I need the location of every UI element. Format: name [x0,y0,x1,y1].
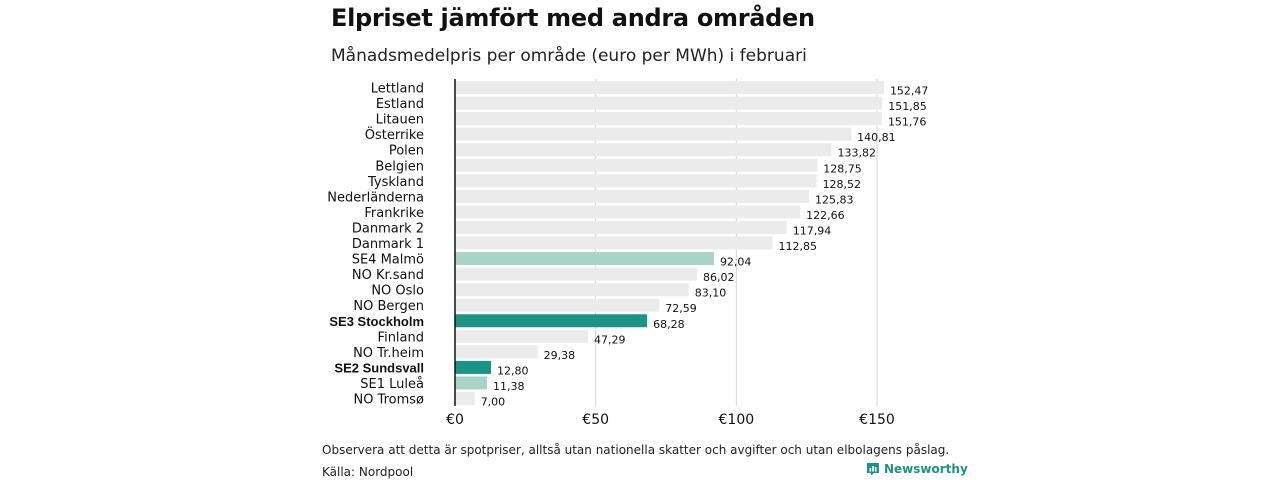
category-label: SE1 Luleå [360,377,424,392]
x-tick-label: €50 [582,412,609,428]
chart-title: Elpriset jämfört med andra områden [331,4,815,32]
data-label: 68,28 [653,318,685,331]
data-label: 140,81 [857,131,896,144]
bar [455,314,648,328]
category-label: SE3 Stockholm [329,314,424,329]
x-tick-label: €100 [719,412,755,428]
data-label: 128,52 [823,178,862,191]
bar [455,283,689,297]
x-tick-label: €150 [859,412,895,428]
bar [455,127,852,141]
newsworthy-logo-icon [867,463,879,476]
brand-logo: Newsworthy [866,462,968,476]
x-tick-label: €0 [446,412,464,428]
data-label: 11,38 [493,380,525,393]
category-label: SE4 Malmö [352,253,424,268]
data-label: 125,83 [815,193,854,206]
bar-chart: €0 €50 €100 €150 Lettland 152,47 Estland 151,85… [327,79,929,428]
category-label: Finland [378,330,424,345]
data-label: 112,85 [778,240,817,253]
category-label: Nederländerna [327,190,424,205]
category-label: Danmark 2 [352,221,424,236]
bar [455,112,882,126]
data-label: 122,66 [806,209,845,222]
bar [455,360,492,374]
bar [455,81,884,94]
category-label: Estland [376,97,424,112]
data-label: 86,02 [703,271,735,284]
footnote: Observera att detta är spotpriser, allts… [322,443,950,457]
bar [455,329,589,343]
category-label: Danmark 1 [352,237,424,252]
data-label: 12,80 [497,364,529,377]
category-label: Litauen [376,113,424,128]
category-label: NO Bergen [353,299,424,314]
data-label: 128,75 [823,162,862,175]
category-label: NO Tr.heim [353,346,424,361]
data-label: 72,59 [665,302,697,315]
bar [455,267,698,281]
bar [455,96,883,110]
brand-name: Newsworthy [884,462,968,476]
data-label: 117,94 [793,224,832,237]
bar [455,236,773,250]
bar [455,158,818,172]
category-label: Polen [389,144,424,159]
data-label: 152,47 [890,85,929,98]
data-label: 7,00 [481,396,506,409]
bar [455,143,832,157]
category-label: NO Kr.sand [352,268,424,283]
bar [455,392,475,405]
data-label: 133,82 [837,147,876,160]
bar [455,298,660,312]
bar [455,252,714,266]
bar [455,345,538,359]
category-label: Österrike [365,126,424,143]
category-label: Belgien [375,159,424,174]
data-label: 29,38 [544,349,576,362]
bar [455,376,488,390]
bar [455,189,810,203]
chart-subtitle: Månadsmedelpris per område (euro per MWh… [331,46,807,66]
category-label: NO Oslo [371,284,424,299]
data-label: 151,76 [888,116,927,129]
bar [455,220,787,234]
data-label: 151,85 [888,100,927,113]
category-label: NO Tromsø [353,393,424,408]
data-label: 47,29 [594,333,626,346]
bar [455,174,817,188]
bar [455,205,801,219]
data-label: 92,04 [720,256,752,269]
category-label: Tyskland [367,175,424,190]
category-label: Frankrike [364,206,424,221]
category-label: SE2 Sundsvall [334,360,424,375]
source-text: Källa: Nordpool [322,465,414,479]
category-label: Lettland [371,82,424,97]
data-label: 83,10 [695,287,727,300]
